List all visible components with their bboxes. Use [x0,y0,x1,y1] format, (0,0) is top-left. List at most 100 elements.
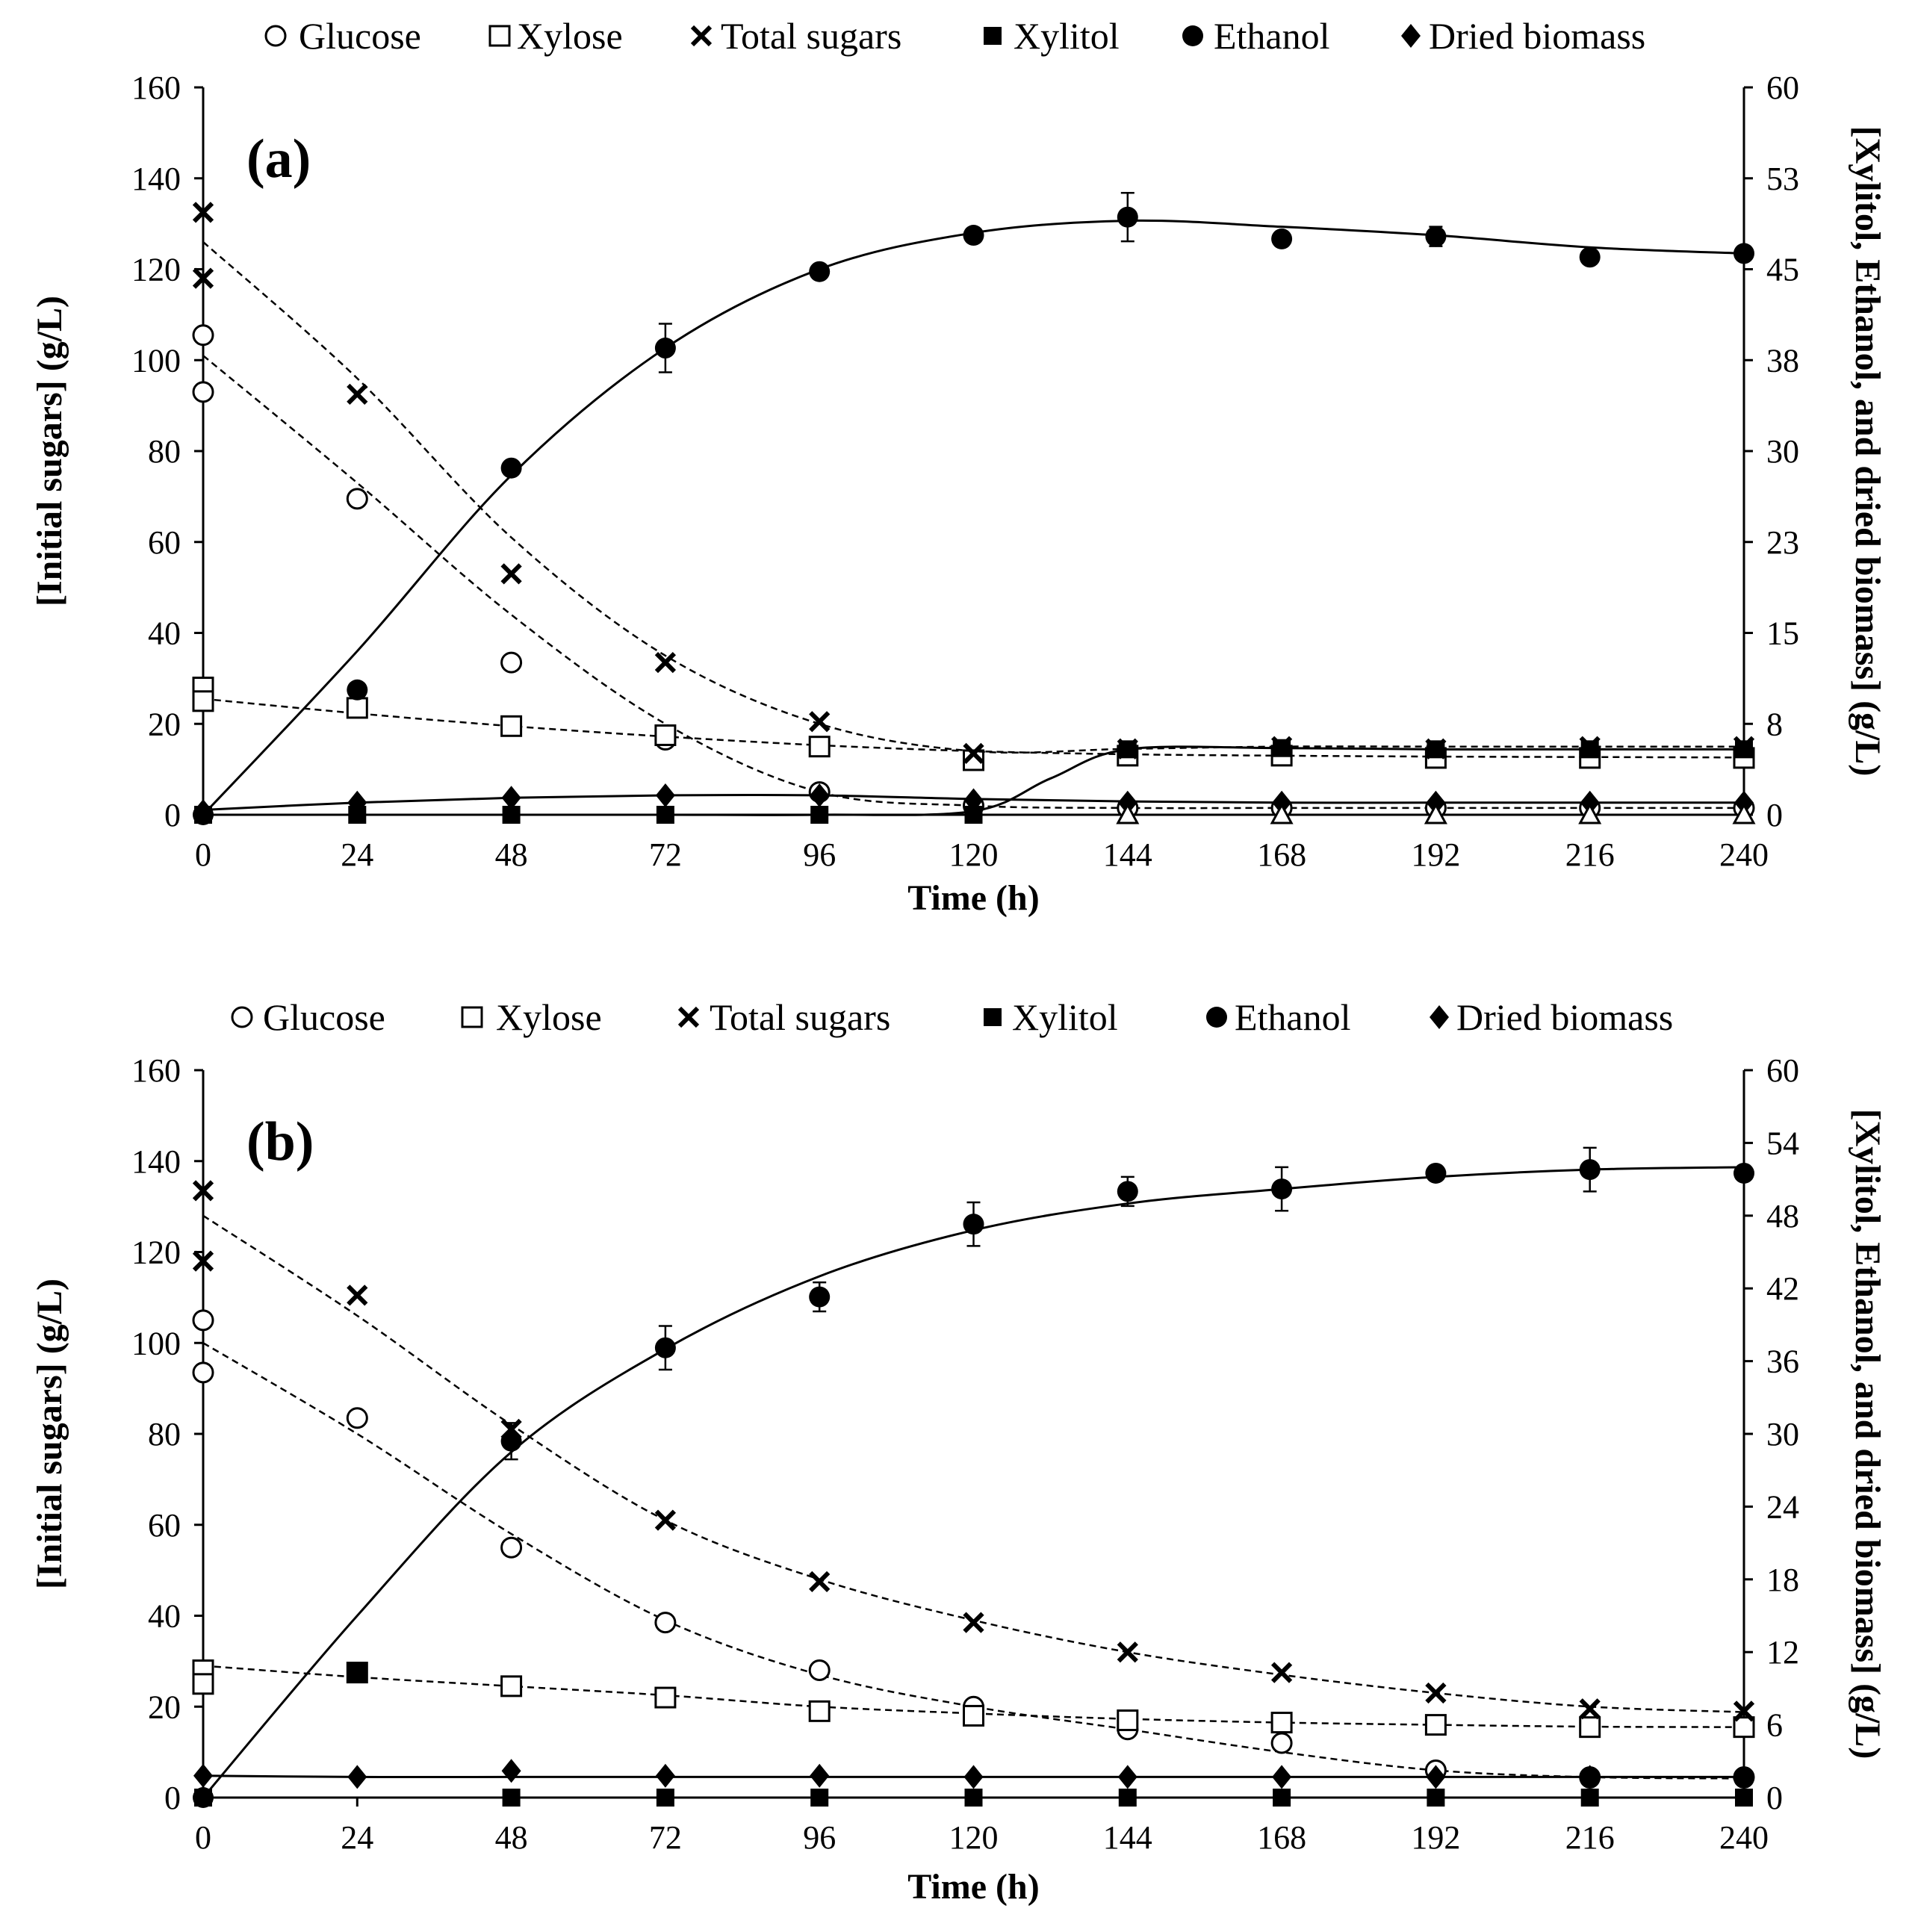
data-point-xylitol [656,806,674,824]
y2-tick-label: 54 [1766,1125,1799,1161]
legend-label-ethanol: Ethanol [1214,15,1330,57]
fit-line-ethanol [202,1166,1745,1798]
y2-tick-label: 38 [1766,342,1799,379]
data-point-ethanol [347,679,368,701]
data-point-total-sugars [809,1571,831,1592]
legend-marker-dried-biomass [1401,24,1421,48]
legend-item-total-sugars: Total sugars [690,15,901,57]
x-tick-label: 144 [1103,836,1152,873]
series-ethanol [193,191,1754,825]
data-point-xylitol [348,1663,367,1682]
data-point-ethanol [963,225,984,246]
data-point-total-sugars [654,651,677,674]
y-tick-label: 40 [148,615,181,652]
data-point-glucose [346,1407,368,1429]
data-point-xylitol [810,806,829,824]
data-point-total-sugars [192,202,214,223]
legend-label-dried-biomass: Dried biomass [1456,996,1673,1038]
data-point-open-triangle [1732,802,1756,824]
legend-marker-ethanol [1182,25,1203,46]
legend-item-dried-biomass: Dried biomass [1401,15,1645,57]
data-point-xylitol [1273,1789,1291,1807]
data-point-total-sugars [192,267,214,289]
y-tick-label: 80 [148,433,181,470]
data-point-total-sugars [500,563,522,585]
data-point-glucose [346,488,368,510]
data-point-xylitol [1580,740,1599,759]
legend-marker-xylitol [984,1008,1002,1026]
y-tick-label: 0 [164,1780,181,1816]
x-tick-label: 120 [949,836,999,873]
data-point-ethanol [500,457,522,479]
y2-tick-label: 8 [1766,706,1783,742]
x-tick-label: 0 [195,1819,211,1856]
x-tick-label: 216 [1565,836,1615,873]
y2-tick-label: 12 [1766,1634,1799,1671]
y2-axis-title: [Xylitol, Ethanol, and dried biomass] (g… [1848,126,1887,777]
data-point-dried-biomass [1117,1765,1137,1789]
data-point-xylose [1424,1714,1447,1736]
legend-item-glucose: Glucose [264,15,421,57]
y2-tick-label: 24 [1766,1488,1799,1525]
y-tick-label: 80 [148,1416,181,1453]
data-point-dried-biomass [347,790,367,815]
y-tick-label: 20 [148,1689,181,1725]
legend-item-xylose: Xylose [488,15,623,57]
data-point-xylitol [1427,740,1445,759]
data-point-dried-biomass [501,1759,521,1783]
series-glucose [192,324,1755,819]
y2-tick-label: 30 [1766,433,1799,470]
legend-marker-glucose [264,25,287,47]
data-point-xylitol [1580,1789,1599,1807]
legend-marker-total-sugars [677,1006,700,1028]
data-point-total-sugars [347,383,368,406]
x-tick-label: 72 [649,836,682,873]
data-point-dried-biomass [347,1765,367,1789]
data-point-xylose [654,724,677,746]
data-point-ethanol [500,1430,522,1452]
data-point-ethanol [1579,246,1601,268]
data-point-dried-biomass [655,783,675,808]
legend: Glucose Xylose Total sugars Xylitol Ethanol D… [231,996,1673,1038]
series-open-triangle [1116,802,1756,824]
data-point-glucose [1270,1732,1293,1754]
data-point-open-triangle [1578,802,1602,824]
y-tick-label: 100 [131,1325,181,1361]
data-point-glucose [808,1659,831,1682]
data-point-xylitol [1735,1789,1753,1807]
legend-label-total-sugars: Total sugars [710,996,890,1038]
legend-marker-ethanol [1206,1007,1227,1028]
data-point-xylitol [502,1789,521,1807]
data-point-dried-biomass [963,788,984,813]
y2-tick-label: 15 [1766,615,1799,652]
data-point-ethanol [1271,228,1293,249]
data-point-ethanol [809,261,831,282]
data-point-dried-biomass [1580,1765,1600,1789]
data-point-glucose [654,1612,677,1634]
data-point-xylose [1270,1712,1293,1734]
data-point-xylose [1117,1709,1139,1732]
y2-tick-label: 53 [1766,161,1799,197]
data-point-xylose [654,1686,677,1709]
y2-tick-label: 36 [1766,1344,1799,1380]
data-point-xylitol [1118,1789,1137,1807]
y-tick-label: 20 [148,706,181,742]
y2-tick-label: 42 [1766,1270,1799,1307]
x-tick-label: 48 [495,1819,528,1856]
legend-marker-dried-biomass [1430,1005,1449,1029]
data-point-glucose [192,1309,214,1332]
data-point-dried-biomass [1734,1765,1754,1789]
data-point-total-sugars [1117,1641,1138,1663]
data-point-total-sugars [192,1250,214,1272]
y2-tick-label: 0 [1766,1780,1783,1816]
data-point-dried-biomass [1734,790,1754,815]
y-tick-label: 0 [164,797,181,833]
data-point-dried-biomass [810,783,830,808]
data-point-total-sugars [347,1285,368,1306]
data-point-xylose [963,1704,984,1727]
y-tick-label: 140 [131,161,181,197]
y-tick-label: 40 [148,1598,181,1635]
data-point-xylose [192,1673,214,1695]
data-point-ethanol [1117,206,1138,228]
